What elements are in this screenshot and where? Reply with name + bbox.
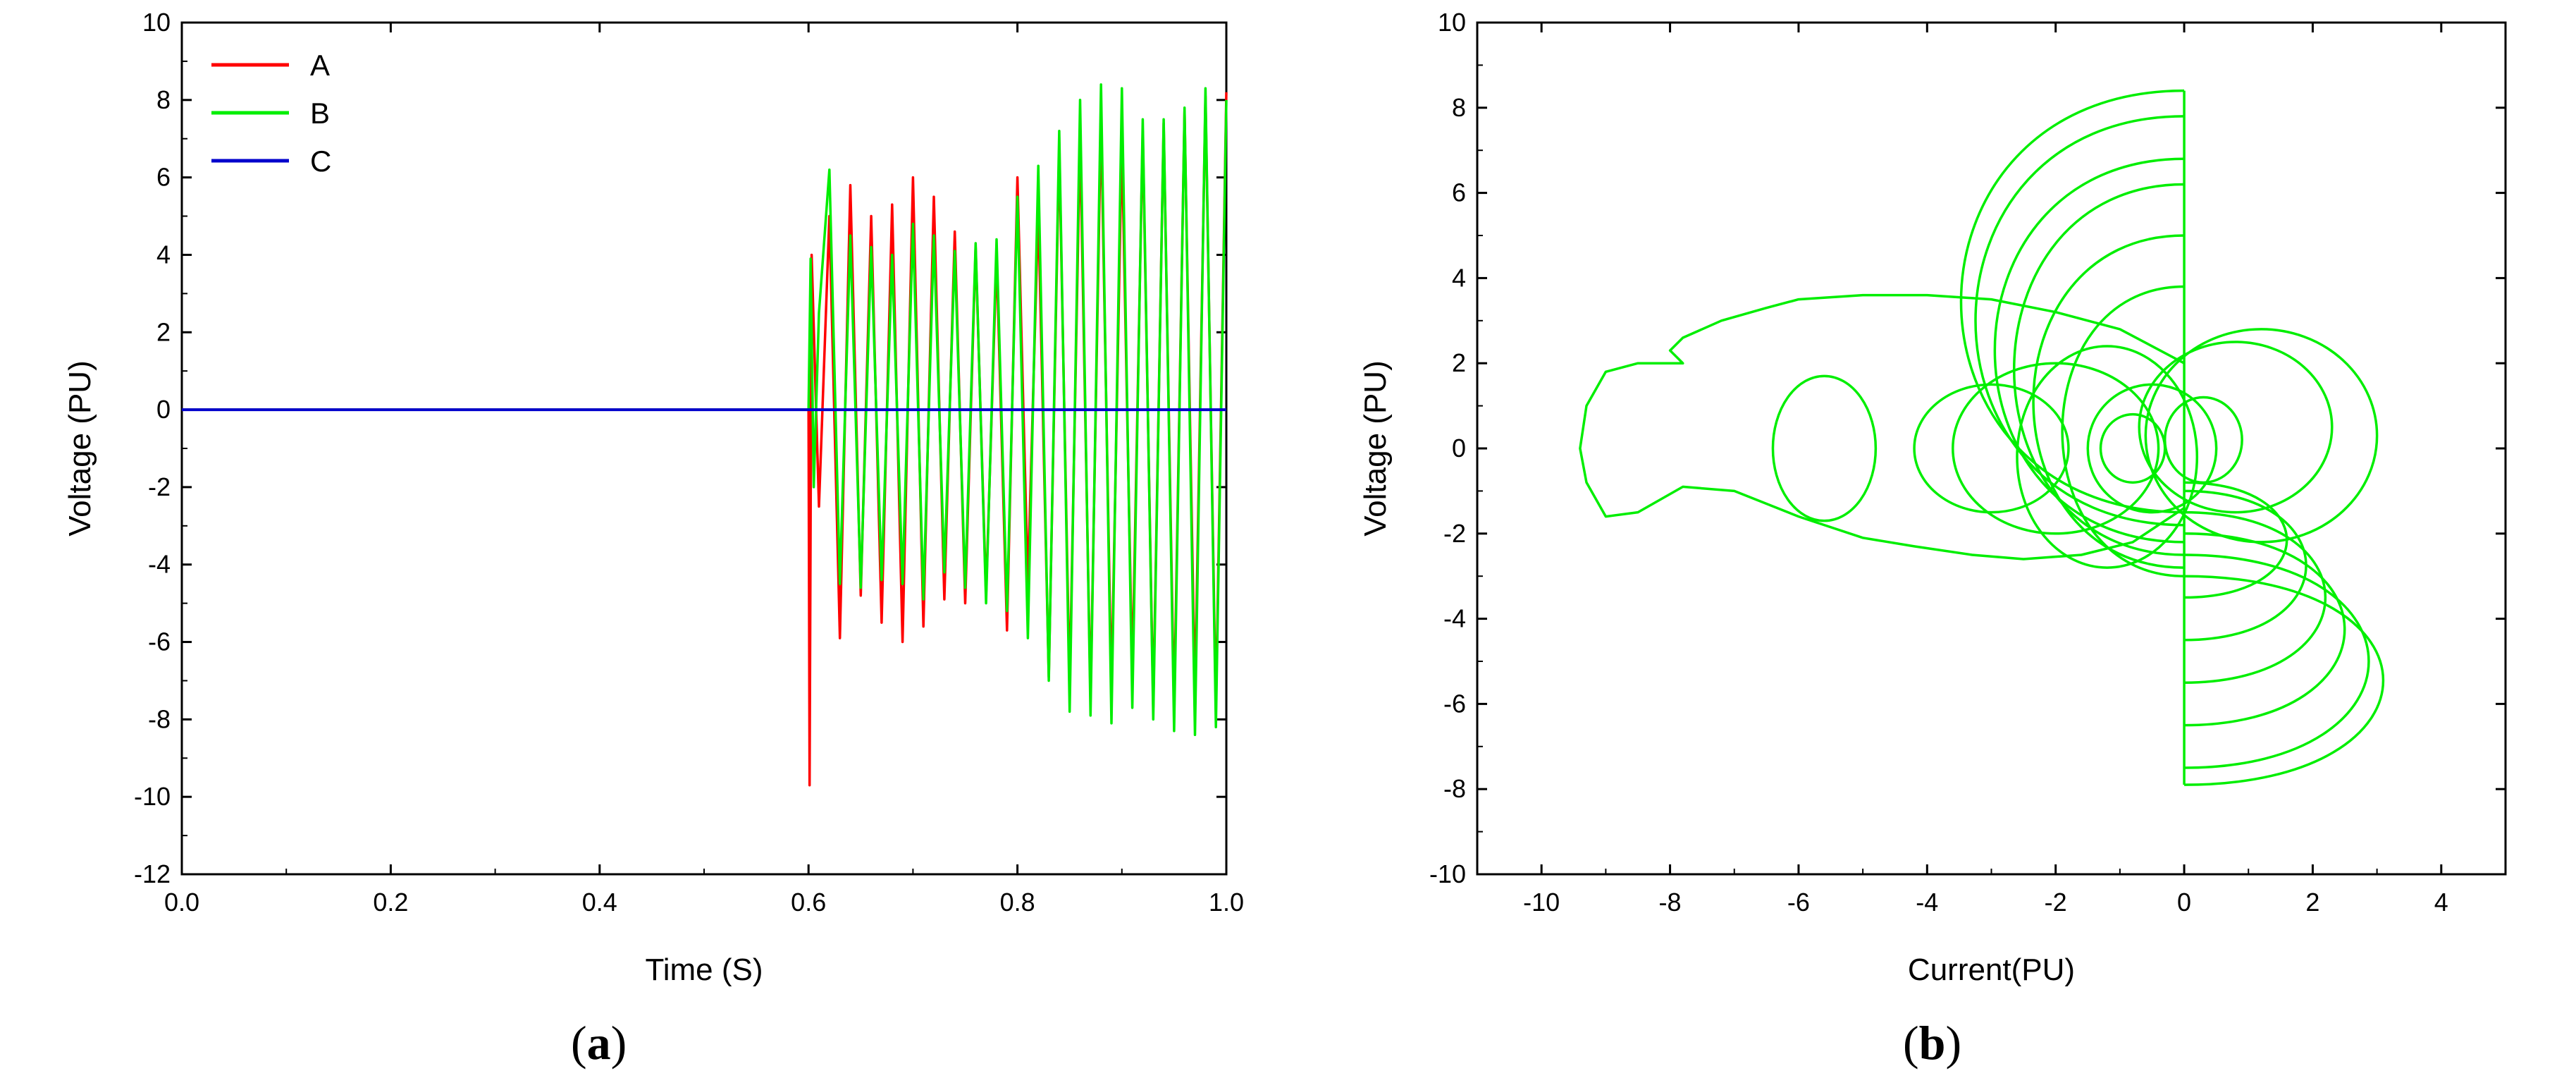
loop-ellipse (1771, 374, 1878, 522)
chart-b-ytick-label: -2 (1443, 519, 1466, 548)
chart-a-ytick-label: 2 (156, 317, 171, 346)
caption-b-letter: b (1918, 1016, 1946, 1070)
chart-b-ytick-label: 4 (1452, 263, 1466, 292)
chart-b-xaxis-label: Current(PU) (1908, 953, 2075, 987)
chart-a-xaxis-label: Time (S) (645, 953, 763, 987)
loop-outer-trajectory (1579, 293, 2186, 561)
loop-arc-left (1959, 89, 2185, 514)
chart-b-xtick-label: 2 (2305, 888, 2319, 917)
chart-a-xtick-label: 1.0 (1209, 888, 1244, 917)
chart-a-ytick-label: 8 (156, 85, 171, 114)
chart-a-xtick-label: 0.4 (582, 888, 617, 917)
chart-b-xtick-label: -6 (1787, 888, 1810, 917)
chart-b-xtick-label: 4 (2434, 888, 2448, 917)
loop-ellipse (1952, 362, 2160, 535)
chart-b-xtick-label: -2 (2045, 888, 2067, 917)
series-b-line (182, 83, 1228, 737)
chart-a-xtick-label: 0.2 (373, 888, 408, 917)
chart-a-ytick-label: 10 (142, 8, 171, 37)
loop-ellipse (2016, 345, 2199, 569)
chart-b-ytick-label: -10 (1429, 859, 1466, 888)
loop-arc-left (1993, 157, 2185, 544)
chart-b-voltage-vs-current: -10 -8 -6 -4 -2 0 2 4 -10 -8 -6 -4 -2 0 2 4 6 8 10 Current(… (1358, 8, 2507, 987)
chart-a-ytick-label: -12 (134, 859, 171, 888)
loop-ellipse (1913, 383, 2070, 514)
chart-a-ytick-label: -6 (148, 627, 171, 656)
chart-b-ytick-label: 8 (1452, 93, 1466, 122)
chart-a-ytick-label: -8 (148, 704, 171, 733)
chart-a-ytick-label: 6 (156, 163, 171, 192)
chart-a-ytick-label: -2 (148, 472, 171, 501)
loop-ellipse (2086, 383, 2218, 514)
chart-b-xtick-label: -4 (1916, 888, 1938, 917)
loop-arc-right (2184, 532, 2346, 727)
loop-arc-right (2184, 510, 2327, 684)
loop-ellipse (2138, 341, 2334, 514)
chart-b-ytick-label: 6 (1452, 178, 1466, 207)
loop-arc-right (2184, 575, 2384, 786)
chart-a-ytick-label: -4 (148, 550, 171, 579)
loop-arc-right (2184, 489, 2307, 642)
chart-b-yaxis-label: Voltage (PU) (1358, 360, 1393, 536)
caption-a: (a) (571, 1016, 627, 1070)
chart-a-ytick-label: 0 (156, 395, 171, 424)
chart-b-ytick-label: 2 (1452, 348, 1466, 377)
chart-a-ytick-label: 4 (156, 240, 171, 269)
legend-label-a: A (310, 49, 330, 82)
loop-ellipse (2099, 412, 2167, 484)
loop-arc-left (2061, 285, 2185, 577)
chart-b-ytick-label: -4 (1443, 604, 1466, 633)
chart-a-xtick-label: 0.8 (1000, 888, 1035, 917)
chart-b-xtick-label: 0 (2177, 888, 2191, 917)
chart-b-ytick-label: -6 (1443, 689, 1466, 718)
chart-b-ytick-label: 10 (1438, 8, 1466, 37)
chart-a-yaxis-label: Voltage (PU) (63, 360, 97, 536)
chart-a-xtick-label: 0.6 (791, 888, 826, 917)
loop-arc-left (1974, 115, 2185, 527)
chart-b-plot-area (1579, 89, 2384, 786)
chart-b-ytick-label: -8 (1443, 774, 1466, 803)
chart-b-xtick-label: -8 (1659, 888, 1682, 917)
chart-a-voltage-vs-time: 0.0 0.2 0.4 0.6 0.8 1.0 -12 -10 -8 -6 -4 -2 0 2 4 6 8 10 T… (63, 8, 1244, 987)
chart-a-plot-frame (180, 21, 1228, 876)
chart-b-xtick-label: -10 (1523, 888, 1560, 917)
legend-label-b: B (310, 97, 330, 130)
chart-b-ytick-label: 0 (1452, 434, 1466, 463)
loop-ellipse (2144, 328, 2379, 544)
caption-a-letter: a (586, 1016, 611, 1070)
legend-label-c: C (310, 145, 331, 178)
chart-a-xtick-label: 0.0 (164, 888, 199, 917)
chart-a-ytick-label: -10 (134, 782, 171, 811)
chart-b-plot-frame (1476, 21, 2507, 876)
caption-b: (b) (1903, 1016, 1962, 1070)
